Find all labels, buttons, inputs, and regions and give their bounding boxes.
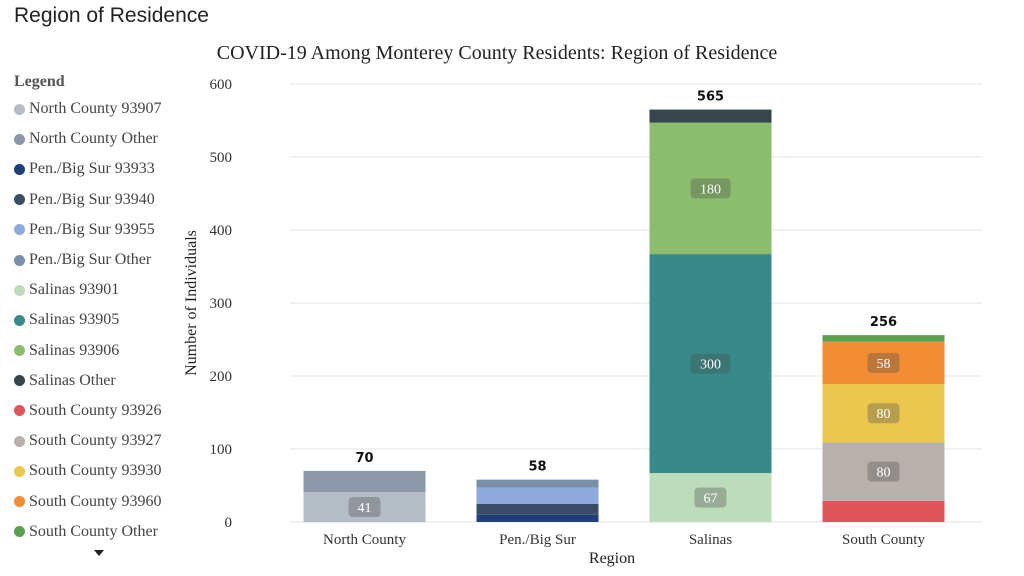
total-label: 256 (870, 315, 897, 330)
legend-item-label: Pen./Big Sur 93955 (29, 220, 155, 238)
legend-swatch-icon (14, 465, 25, 477)
legend-swatch-icon (14, 224, 25, 236)
data-label-box (867, 352, 900, 373)
legend-swatch-icon (14, 133, 25, 145)
legend-items: North County 93907 North County Other Pen.… (14, 94, 184, 547)
bar-segment (822, 341, 945, 385)
legend-title: Legend (14, 73, 65, 90)
data-label: 67 (704, 492, 718, 507)
legend-swatch-icon (14, 435, 25, 447)
bar-segment (476, 487, 599, 504)
bar-segment (476, 514, 599, 522)
data-label-box (348, 497, 381, 518)
bar-segment (476, 479, 599, 488)
x-tick-label: Pen./Big Sur (499, 532, 576, 548)
y-tick-label: 500 (210, 150, 233, 166)
legend-item[interactable]: South County 93960 (14, 486, 184, 516)
data-label: 300 (700, 358, 721, 373)
chart-title: COVID-19 Among Monterey County Residents… (216, 42, 778, 64)
data-label-box (690, 178, 731, 199)
legend-swatch-icon (14, 254, 25, 266)
legend-item[interactable]: Pen./Big Sur 93955 (14, 215, 184, 245)
legend-item-label: Salinas 93905 (29, 311, 120, 329)
legend-item[interactable]: South County 93927 (14, 426, 184, 456)
legend-swatch-icon (14, 375, 25, 387)
total-label: 58 (528, 460, 546, 475)
legend-swatch-icon (14, 496, 25, 508)
legend-item-label: South County 93960 (29, 492, 162, 510)
legend-item-label: Pen./Big Sur Other (29, 251, 152, 269)
legend-swatch-icon (14, 194, 25, 206)
legend-swatch-icon (14, 345, 25, 357)
y-tick-label: 600 (210, 77, 233, 93)
legend-swatch-icon (14, 163, 25, 175)
data-label: 41 (358, 501, 372, 516)
bar-segment (822, 335, 945, 342)
x-tick-label: Salinas (689, 532, 732, 548)
bar-segment (822, 442, 945, 501)
x-axis-title: Region (589, 550, 635, 567)
data-label: 58 (877, 357, 891, 372)
total-label: 70 (355, 451, 373, 466)
data-label-box (694, 487, 727, 508)
legend-item-label: Pen./Big Sur 93933 (29, 160, 155, 178)
data-label-box (867, 461, 900, 482)
legend: Legend North County 93907 North County Ot… (14, 70, 184, 547)
legend-item-label: Salinas 93901 (29, 281, 120, 299)
y-tick-label: 200 (210, 369, 233, 385)
x-tick-label: North County (323, 532, 406, 548)
legend-swatch-icon (14, 526, 25, 538)
legend-item[interactable]: Pen./Big Sur Other (14, 245, 184, 275)
legend-item-label: Salinas Other (29, 371, 116, 389)
bar-segment (822, 500, 945, 522)
x-tick-label: South County (842, 532, 925, 548)
legend-item[interactable]: Pen./Big Sur 93940 (14, 185, 184, 215)
total-label: 565 (697, 90, 724, 105)
data-label-box (867, 403, 900, 424)
legend-item-label: Pen./Big Sur 93940 (29, 190, 155, 208)
bar-segment (303, 470, 426, 493)
data-label: 80 (877, 407, 891, 422)
legend-swatch-icon (14, 314, 25, 326)
bar-segment (649, 254, 772, 474)
legend-item[interactable]: Pen./Big Sur 93933 (14, 154, 184, 184)
bar-segment (476, 503, 599, 515)
legend-item-label: South County 93930 (29, 462, 162, 480)
bar-segment (649, 473, 772, 522)
legend-swatch-icon (14, 284, 25, 296)
legend-item[interactable]: Salinas 93906 (14, 336, 184, 366)
legend-item-label: North County 93907 (29, 100, 162, 118)
y-tick-label: 100 (210, 442, 233, 458)
legend-item-label: North County Other (29, 130, 158, 148)
legend-item[interactable]: South County 93930 (14, 456, 184, 486)
bar-segment (649, 122, 772, 255)
legend-item[interactable]: North County Other (14, 124, 184, 154)
y-tick-label: 300 (210, 296, 233, 312)
legend-item-label: Salinas 93906 (29, 341, 120, 359)
data-label: 80 (877, 466, 891, 481)
legend-swatch-icon (14, 405, 25, 417)
legend-item-label: South County 93926 (29, 401, 162, 419)
data-label-box (690, 353, 731, 374)
y-axis-title: Number of Individuals (183, 230, 200, 376)
y-tick-label: 400 (210, 223, 233, 239)
legend-item[interactable]: Salinas Other (14, 366, 184, 396)
legend-item[interactable]: Salinas 93901 (14, 275, 184, 305)
legend-item[interactable]: South County Other (14, 517, 184, 547)
page-heading: Region of Residence (14, 4, 209, 27)
bar-segment (303, 492, 426, 522)
legend-item[interactable]: South County 93926 (14, 396, 184, 426)
caret-down-icon[interactable] (94, 550, 104, 556)
bar-segment (649, 109, 772, 123)
legend-item[interactable]: North County 93907 (14, 94, 184, 124)
bar-segment (822, 384, 945, 443)
y-tick-label: 0 (225, 515, 233, 531)
legend-item-label: South County Other (29, 522, 158, 540)
legend-swatch-icon (14, 103, 25, 115)
legend-item[interactable]: Salinas 93905 (14, 305, 184, 335)
data-label: 180 (700, 182, 721, 197)
legend-item-label: South County 93927 (29, 432, 162, 450)
